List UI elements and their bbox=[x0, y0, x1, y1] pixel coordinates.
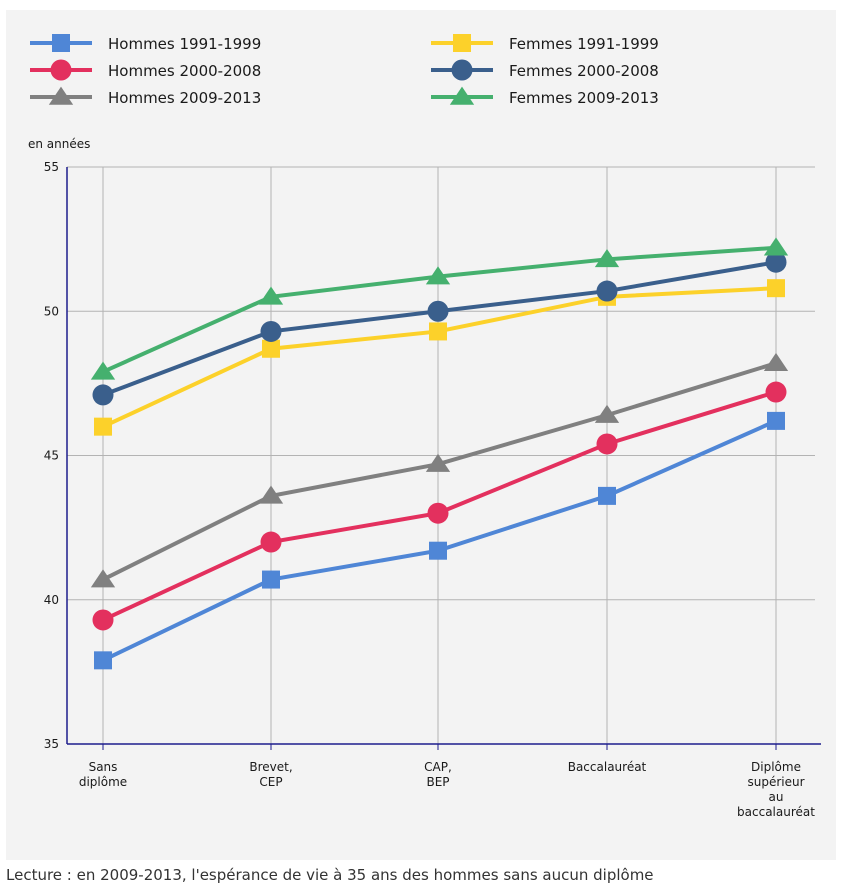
data-point bbox=[767, 411, 785, 430]
legend-marker bbox=[449, 86, 475, 105]
data-point bbox=[598, 486, 616, 505]
data-point bbox=[94, 651, 112, 670]
legend-label: Hommes 2000-2008 bbox=[108, 62, 261, 80]
legend: Hommes 1991-1999 Hommes 2000-2008 Hommes 2… bbox=[30, 34, 659, 107]
y-axis-unit-label: en années bbox=[28, 137, 90, 151]
data-point bbox=[90, 361, 116, 380]
data-point bbox=[258, 485, 284, 504]
legend-label: Femmes 2009-2013 bbox=[509, 89, 659, 107]
legend-marker bbox=[48, 86, 74, 105]
data-point bbox=[90, 569, 116, 588]
y-tick-label: 40 bbox=[44, 593, 59, 607]
legend-marker bbox=[50, 59, 72, 81]
data-point bbox=[596, 280, 618, 302]
x-tick-label: Diplôme supérieur au baccalauréat bbox=[737, 760, 815, 819]
data-point bbox=[767, 279, 785, 298]
data-point bbox=[260, 531, 282, 553]
data-point bbox=[427, 300, 449, 322]
legend-marker bbox=[451, 59, 473, 81]
series-femmes-1991-1999 bbox=[94, 279, 785, 436]
x-tick-label: Sans diplôme bbox=[79, 760, 127, 789]
y-tick-label: 35 bbox=[44, 737, 59, 751]
data-point bbox=[594, 404, 620, 423]
x-tick-label: CAP, BEP bbox=[424, 760, 452, 789]
data-point bbox=[92, 609, 114, 631]
x-tick-label: Baccalauréat bbox=[568, 760, 647, 774]
legend-marker bbox=[453, 34, 471, 52]
chart-frame: 35 40 45 50 55 en années Sans diplôme Brevet, CEP… bbox=[6, 10, 836, 860]
series-hommes-2000-2008 bbox=[92, 381, 787, 631]
grid bbox=[67, 166, 815, 745]
data-point bbox=[765, 251, 787, 273]
data-point bbox=[92, 384, 114, 406]
data-point bbox=[594, 248, 620, 268]
data-point bbox=[260, 320, 282, 342]
legend-label: Femmes 1991-1999 bbox=[509, 35, 659, 53]
y-tick-label: 50 bbox=[44, 304, 59, 318]
data-point bbox=[596, 433, 618, 455]
data-point bbox=[262, 339, 280, 358]
data-point bbox=[763, 352, 789, 371]
data-point bbox=[427, 502, 449, 524]
data-point bbox=[763, 237, 789, 256]
series-hommes-1991-1999 bbox=[94, 411, 785, 670]
y-tick-label: 45 bbox=[44, 449, 59, 463]
series-femmes-2009-2013 bbox=[90, 237, 789, 380]
series-femmes-2000-2008 bbox=[92, 251, 787, 406]
series-hommes-2009-2013 bbox=[90, 352, 789, 588]
data-point bbox=[425, 266, 451, 285]
data-point bbox=[258, 286, 284, 305]
legend-marker bbox=[52, 34, 70, 52]
legend-label: Hommes 2009-2013 bbox=[108, 89, 261, 107]
data-point bbox=[429, 541, 447, 560]
y-tick-label: 55 bbox=[44, 160, 59, 174]
data-point bbox=[94, 417, 112, 436]
line-chart: 35 40 45 50 55 en années Sans diplôme Brevet, CEP… bbox=[28, 34, 821, 819]
footnote: Lecture : en 2009-2013, l'espérance de v… bbox=[6, 866, 654, 884]
data-point bbox=[429, 322, 447, 341]
data-point bbox=[425, 453, 451, 472]
legend-label: Hommes 1991-1999 bbox=[108, 35, 261, 53]
legend-label: Femmes 2000-2008 bbox=[509, 62, 659, 80]
x-tick-label: Brevet, CEP bbox=[249, 760, 292, 789]
data-point bbox=[765, 381, 787, 403]
data-point bbox=[262, 570, 280, 589]
